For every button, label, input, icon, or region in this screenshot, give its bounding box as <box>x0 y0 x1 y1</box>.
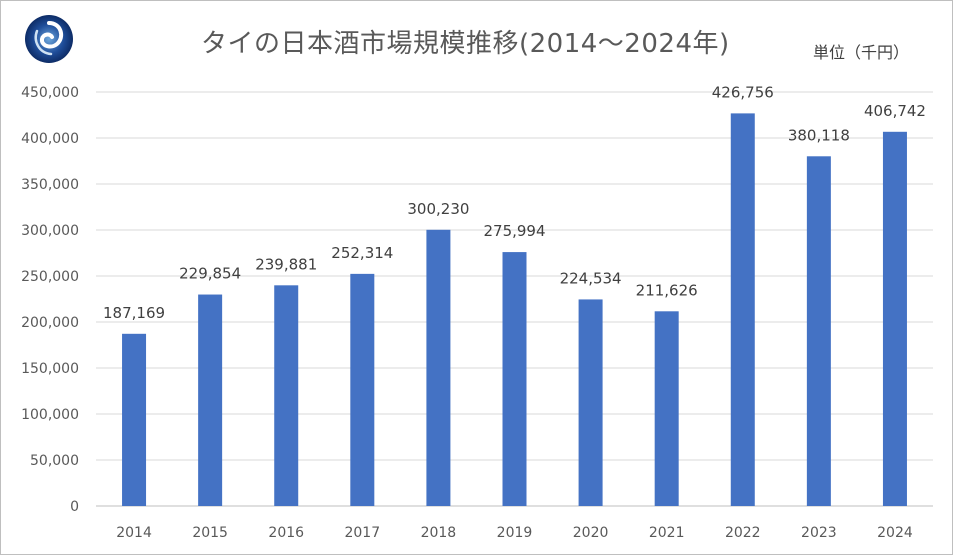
bar <box>122 333 147 506</box>
chart-title: タイの日本酒市場規模推移(2014～2024年) <box>201 29 730 59</box>
bar <box>502 252 527 506</box>
bar <box>806 156 831 506</box>
data-label: 275,994 <box>483 222 545 240</box>
x-tick-label: 2018 <box>421 525 457 541</box>
data-label: 426,756 <box>712 83 774 101</box>
data-label: 239,881 <box>255 255 317 273</box>
x-tick-label: 2023 <box>801 525 837 541</box>
y-tick-label: 250,000 <box>21 269 79 285</box>
data-label: 187,169 <box>103 304 165 322</box>
bar <box>578 299 603 506</box>
bar <box>198 294 223 506</box>
bar <box>350 273 375 506</box>
data-label: 252,314 <box>331 244 393 262</box>
y-tick-label: 400,000 <box>21 131 79 147</box>
data-label: 211,626 <box>636 281 698 299</box>
x-tick-label: 2015 <box>192 525 228 541</box>
data-label: 380,118 <box>788 126 850 144</box>
y-tick-label: 150,000 <box>21 361 79 377</box>
bar <box>730 113 755 506</box>
data-label: 224,534 <box>560 269 622 287</box>
x-tick-label: 2017 <box>344 525 380 541</box>
bar <box>654 311 679 506</box>
x-tick-label: 2022 <box>725 525 761 541</box>
y-tick-label: 450,000 <box>21 85 79 101</box>
y-tick-label: 100,000 <box>21 407 79 423</box>
data-label: 229,854 <box>179 265 241 283</box>
unit-label: 単位（千円） <box>813 43 910 62</box>
x-tick-label: 2020 <box>573 525 609 541</box>
data-label: 300,230 <box>407 200 469 218</box>
y-tick-label: 200,000 <box>21 315 79 331</box>
y-tick-label: 0 <box>70 499 79 515</box>
bar <box>426 229 451 507</box>
x-tick-label: 2019 <box>497 525 533 541</box>
bar <box>882 131 907 506</box>
y-tick-label: 50,000 <box>30 453 79 469</box>
x-tick-label: 2016 <box>268 525 304 541</box>
x-tick-label: 2024 <box>877 525 913 541</box>
x-tick-label: 2021 <box>649 525 685 541</box>
x-tick-label: 2014 <box>116 525 152 541</box>
swirl-logo-icon <box>25 15 73 63</box>
y-tick-label: 350,000 <box>21 177 79 193</box>
y-tick-label: 300,000 <box>21 223 79 239</box>
bar <box>274 285 299 506</box>
data-label: 406,742 <box>864 102 926 120</box>
